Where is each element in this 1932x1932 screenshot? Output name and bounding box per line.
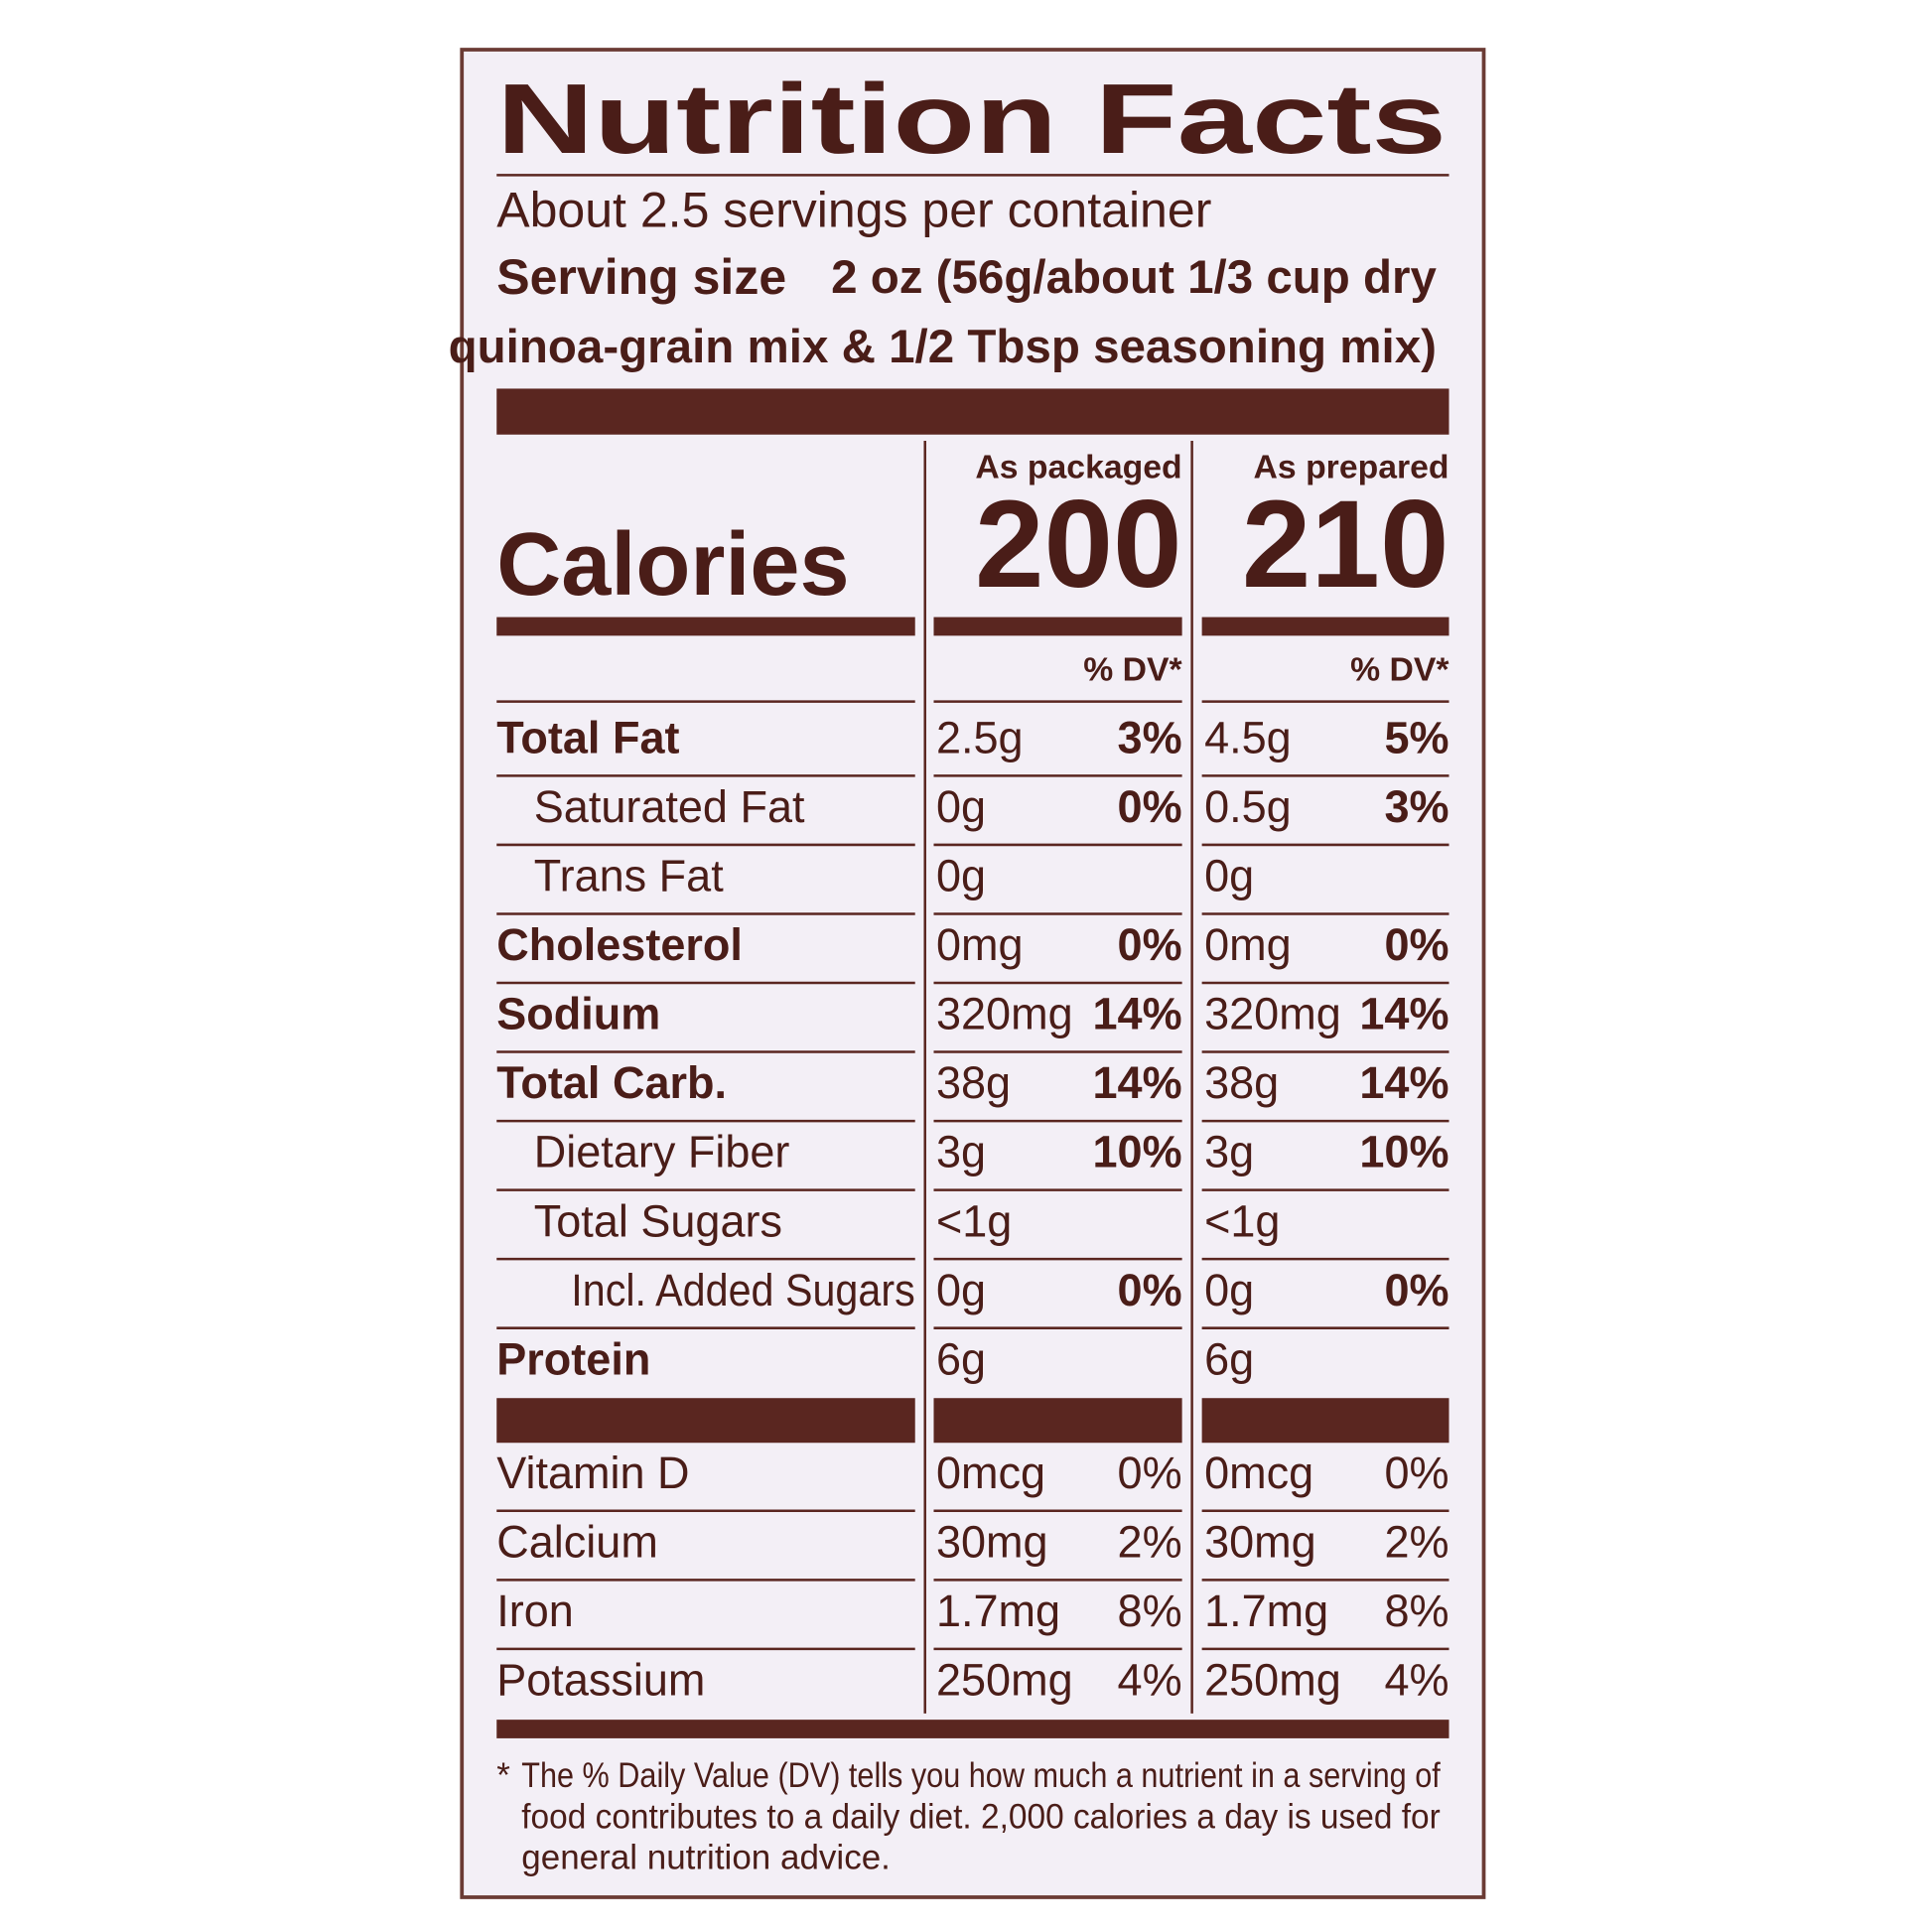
nutrient-name: Sodium [496,989,660,1039]
nutrient-name: Calcium [496,1516,658,1567]
footnote: food contributes to a daily diet. 2,000 … [521,1797,1441,1836]
calories-label: Calories [496,514,849,615]
nutrient-name: Potassium [496,1655,705,1706]
amount: 0g [1204,1265,1254,1315]
column-heading: As packaged [975,449,1181,486]
daily-value: 0% [1118,1265,1182,1315]
daily-value: 0% [1384,1448,1449,1498]
daily-value: 3% [1118,713,1182,763]
amount: 0g [1204,851,1254,901]
calories-value: 210 [1242,475,1449,614]
amount: 3g [1204,1127,1254,1177]
daily-value: 4% [1384,1655,1449,1706]
nutrient-name: Protein [496,1333,650,1384]
thick-bar [496,388,1449,435]
title: Nutrition Facts [496,64,1447,175]
amount: 6g [936,1333,986,1384]
amount: 3g [936,1127,986,1177]
footnote: general nutrition advice. [521,1839,891,1877]
amount: 2.5g [936,713,1024,763]
daily-value: 2% [1384,1516,1449,1567]
amount: <1g [936,1195,1012,1246]
amount: 0mg [936,919,1024,970]
amount: 38g [936,1057,1011,1108]
nutrient-name: Cholesterol [496,919,743,970]
amount: 0mcg [1204,1448,1313,1498]
daily-value: 2% [1118,1516,1182,1567]
amount: 320mg [936,989,1073,1039]
amount: 1.7mg [936,1586,1060,1636]
amount: 4.5g [1204,713,1292,763]
daily-value: 8% [1118,1586,1182,1636]
thick-bar [933,1398,1182,1444]
nutrient-name: Vitamin D [496,1448,689,1498]
nutrient-name: Incl. Added Sugars [571,1265,914,1315]
thick-bar [933,617,1182,636]
serving-size-value: 2 oz (56g/about 1/3 cup dry [831,251,1437,304]
serving-size-label: Serving size [496,249,786,305]
amount: 0g [936,1265,986,1315]
daily-value: 14% [1093,989,1182,1039]
amount: 250mg [936,1655,1073,1706]
amount: 30mg [936,1516,1048,1567]
thick-bar [496,1720,1449,1738]
amount: 320mg [1204,989,1341,1039]
amount: <1g [1204,1195,1280,1246]
servings: About 2.5 servings per container [496,182,1211,237]
thick-bar [496,1398,915,1444]
thick-bar [1201,1398,1449,1444]
amount: 0g [936,781,986,832]
thick-bar [496,617,915,636]
daily-value: 4% [1118,1655,1182,1706]
nutrient-name: Total Sugars [534,1195,782,1246]
daily-value: 5% [1384,713,1449,763]
nutrient-name: Trans Fat [534,851,724,901]
daily-value: 14% [1359,989,1449,1039]
amount: 38g [1204,1057,1279,1108]
nutrient-name: Saturated Fat [534,781,805,832]
nutrient-name: Total Fat [496,713,679,763]
calories-value: 200 [975,475,1182,614]
dv-heading: % DV* [1350,651,1449,689]
dv-heading: % DV* [1083,651,1182,689]
serving-size-value: quinoa-grain mix & 1/2 Tbsp seasoning mi… [449,321,1437,373]
nutrient-name: Dietary Fiber [534,1127,790,1177]
nutrient-name: Iron [496,1586,574,1636]
footnote: The % Daily Value (DV) tells you how muc… [521,1756,1441,1795]
daily-value: 14% [1359,1057,1449,1108]
daily-value: 10% [1359,1127,1449,1177]
thick-bar [1201,617,1449,636]
daily-value: 0% [1118,919,1182,970]
amount: 0.5g [1204,781,1292,832]
daily-value: 14% [1093,1057,1182,1108]
amount: 30mg [1204,1516,1316,1567]
nutrient-name: Total Carb. [496,1057,727,1108]
daily-value: 0% [1384,1265,1449,1315]
daily-value: 10% [1093,1127,1182,1177]
daily-value: 3% [1384,781,1449,832]
amount: 1.7mg [1204,1586,1328,1636]
amount: 0g [936,851,986,901]
daily-value: 0% [1384,919,1449,970]
label-panel [460,48,1486,1899]
amount: 0mg [1204,919,1292,970]
daily-value: 0% [1118,1448,1182,1498]
daily-value: 0% [1118,781,1182,832]
amount: 0mcg [936,1448,1045,1498]
amount: 6g [1204,1333,1254,1384]
column-heading: As prepared [1254,449,1449,486]
footnote-marker: * [496,1756,510,1795]
amount: 250mg [1204,1655,1341,1706]
daily-value: 8% [1384,1586,1449,1636]
